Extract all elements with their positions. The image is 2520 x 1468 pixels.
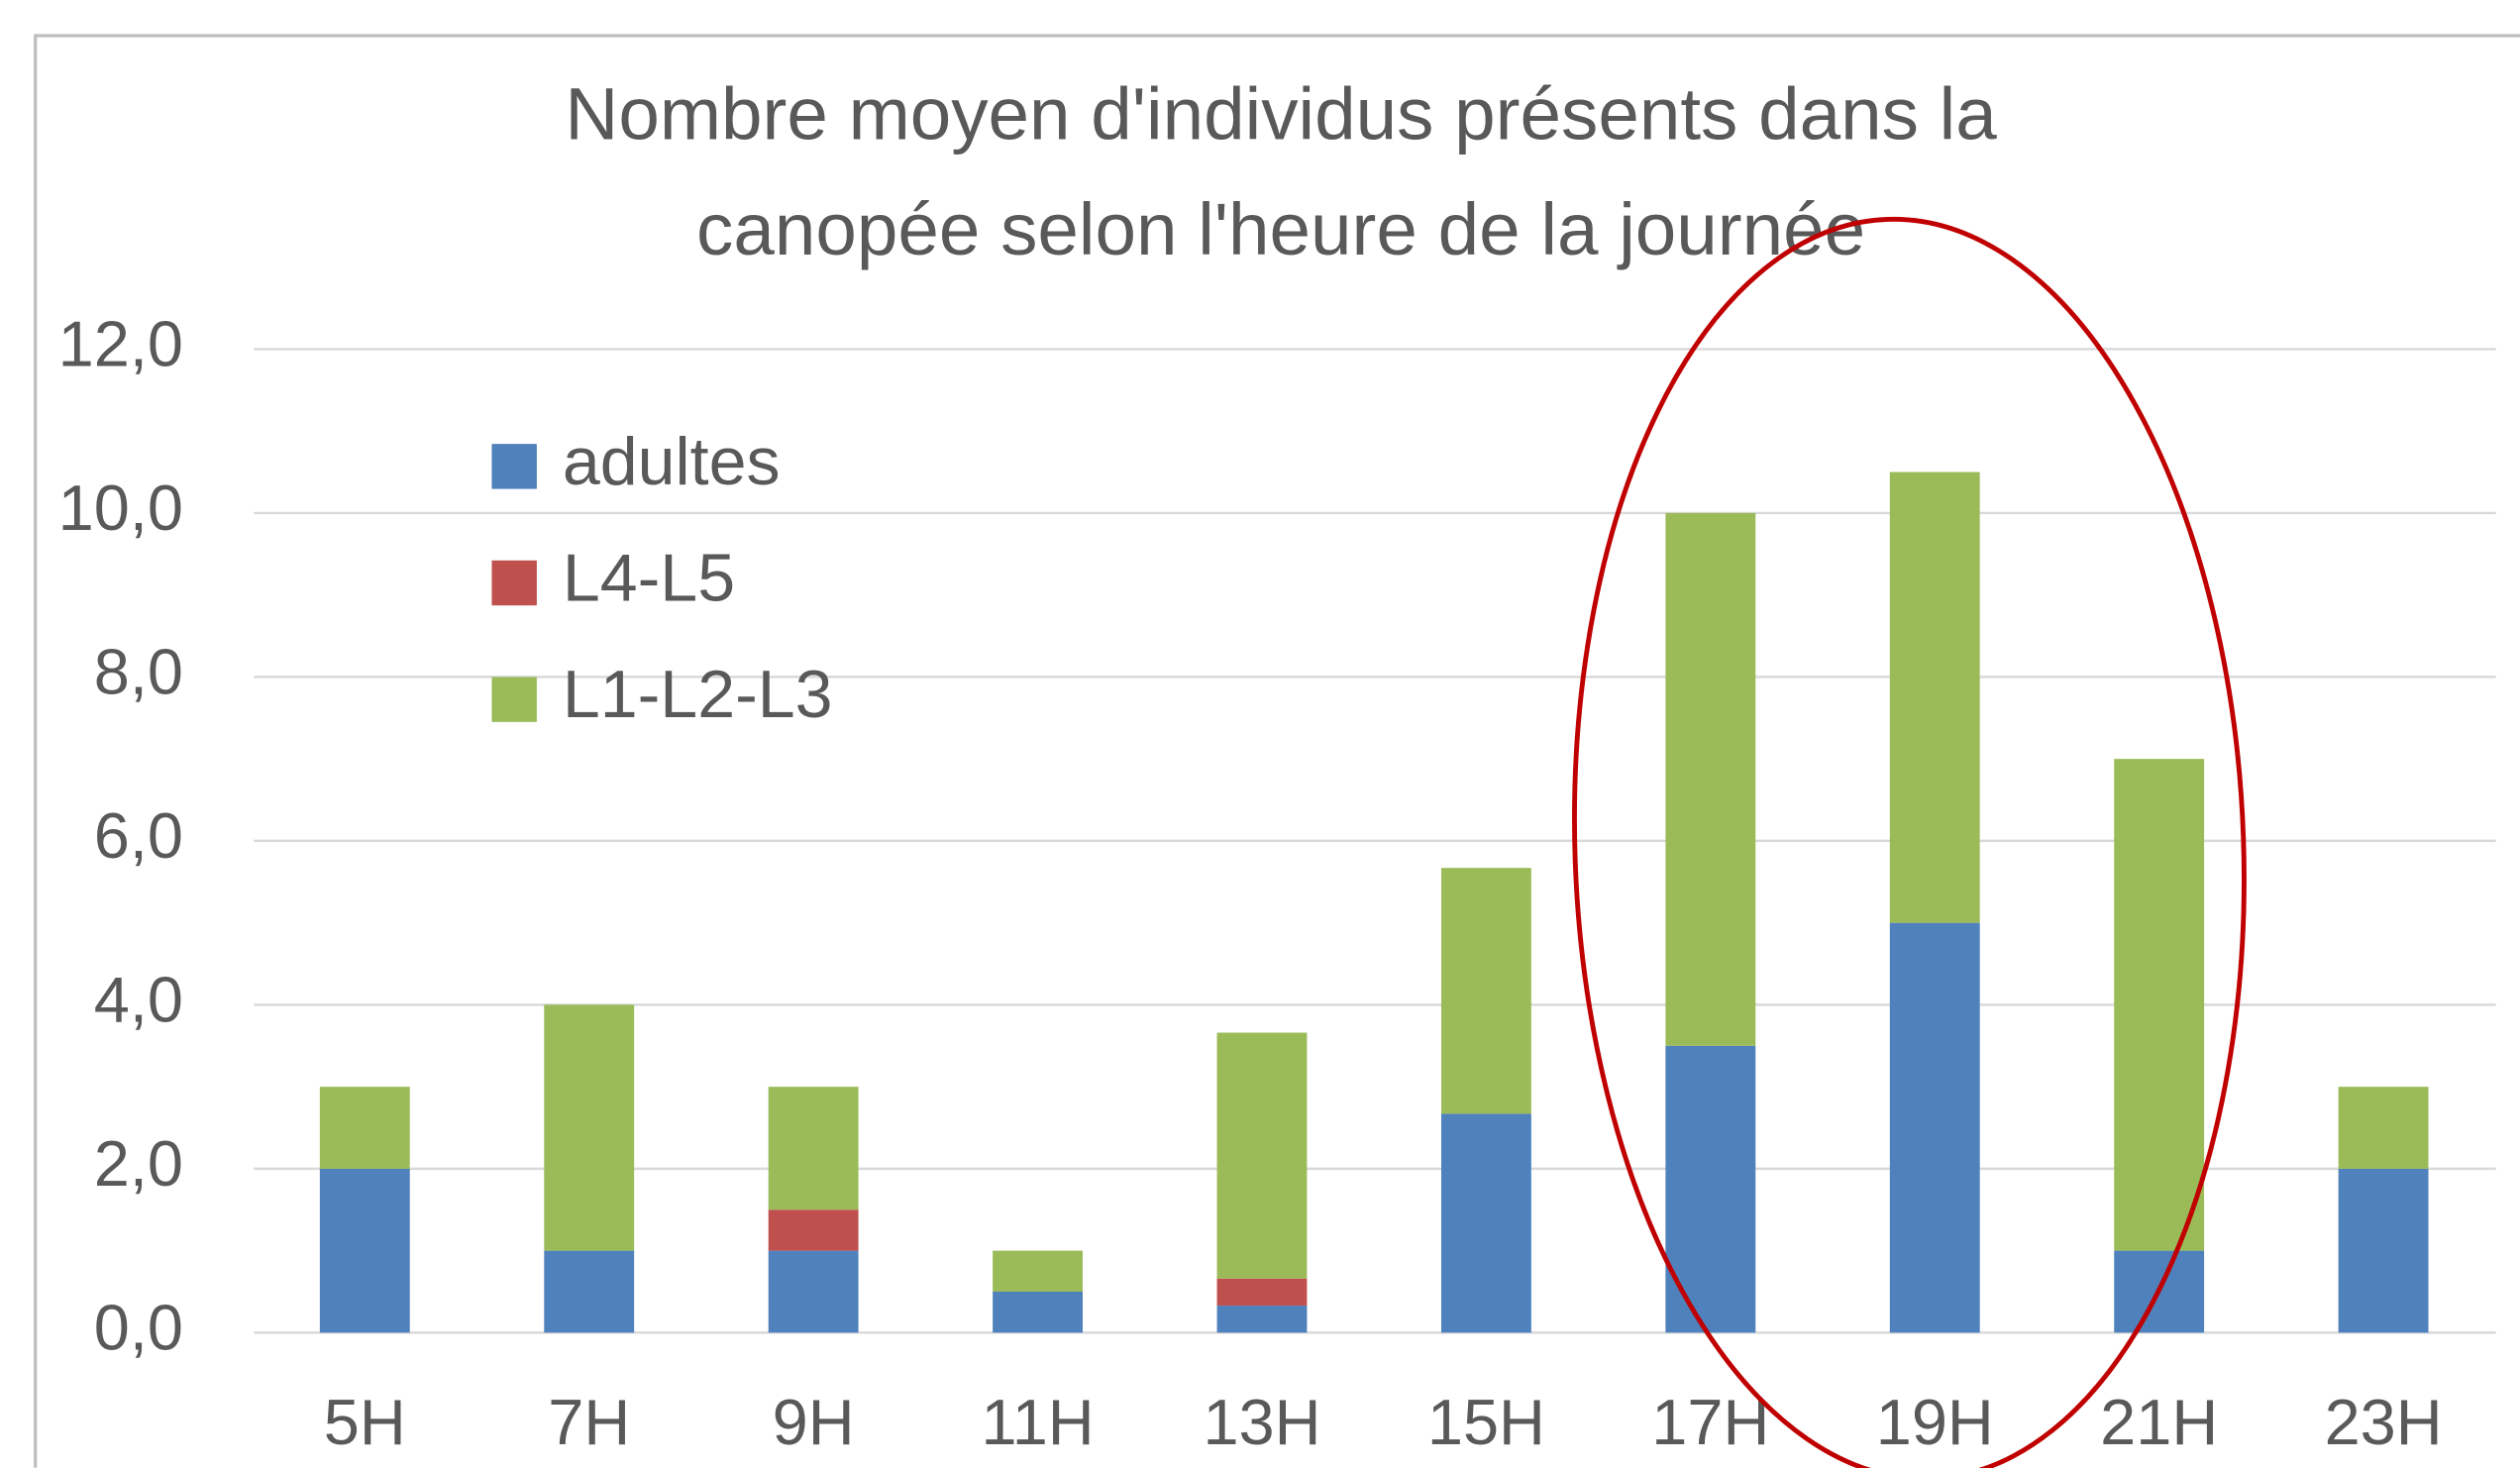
legend-swatch bbox=[491, 444, 537, 489]
legend-swatch bbox=[491, 677, 537, 722]
x-tick-label: 9H bbox=[773, 1386, 855, 1458]
bar-segment bbox=[1216, 1032, 1308, 1279]
title-line: Nombre moyen d'individus présents dans l… bbox=[565, 71, 1997, 155]
bar-segment bbox=[319, 1168, 410, 1333]
chart-title: Nombre moyen d'individus présents dans l… bbox=[565, 71, 1997, 270]
bar-segment bbox=[993, 1250, 1083, 1292]
bar-segment bbox=[1216, 1278, 1308, 1307]
y-tick-label: 2,0 bbox=[94, 1127, 183, 1200]
legend-swatch bbox=[491, 560, 537, 606]
bar-segment bbox=[993, 1291, 1083, 1333]
labels: 0,0 2,0 4,0 6,0 8,0 10,0 12,0 5H 7H 9H 11H 13H 15H 17… bbox=[58, 308, 2443, 1459]
bar-segment bbox=[1216, 1306, 1308, 1333]
bar-segment bbox=[768, 1250, 859, 1333]
bar-segment bbox=[319, 1087, 410, 1169]
bar-segment bbox=[544, 1250, 635, 1333]
x-tick-label: 7H bbox=[548, 1386, 630, 1458]
x-tick-label: 21H bbox=[2100, 1386, 2218, 1458]
bar-segment bbox=[2338, 1087, 2429, 1169]
bar-segment bbox=[544, 1004, 635, 1251]
bar-segment bbox=[1665, 512, 1756, 1046]
legend-label: L4-L5 bbox=[563, 540, 735, 615]
legend: adultes L4-L5 L1-L2-L3 bbox=[491, 424, 833, 732]
legend-label: L1-L2-L3 bbox=[563, 657, 833, 732]
x-tick-label: 23H bbox=[2325, 1386, 2443, 1458]
bar-segment bbox=[2338, 1168, 2429, 1333]
bar-segment bbox=[1889, 472, 1980, 923]
y-tick-label: 8,0 bbox=[94, 636, 183, 708]
x-tick-label: 19H bbox=[1876, 1386, 1994, 1458]
y-tick-label: 10,0 bbox=[58, 472, 183, 544]
bar-segment bbox=[1440, 1113, 1531, 1333]
bars bbox=[319, 472, 2429, 1333]
bar-segment bbox=[1889, 922, 1980, 1333]
y-tick-label: 0,0 bbox=[94, 1292, 183, 1364]
y-tick-label: 12,0 bbox=[58, 308, 183, 380]
chart-frame bbox=[34, 34, 2520, 1468]
highlight-ellipse bbox=[1572, 216, 2247, 1468]
legend-label: adultes bbox=[563, 424, 781, 499]
x-tick-label: 17H bbox=[1651, 1386, 1769, 1458]
x-tick-label: 15H bbox=[1427, 1386, 1545, 1458]
x-tick-label: 13H bbox=[1203, 1386, 1320, 1458]
bar-segment bbox=[1440, 868, 1531, 1114]
bar-segment bbox=[768, 1087, 859, 1210]
bar-segment bbox=[768, 1209, 859, 1251]
x-tick-label: 5H bbox=[324, 1386, 406, 1458]
y-tick-label: 6,0 bbox=[94, 799, 183, 872]
y-tick-label: 4,0 bbox=[94, 964, 183, 1036]
bar-segment bbox=[2114, 759, 2205, 1251]
title-line: canopée selon l'heure de la journée bbox=[696, 187, 1865, 270]
x-tick-label: 11H bbox=[981, 1386, 1094, 1458]
